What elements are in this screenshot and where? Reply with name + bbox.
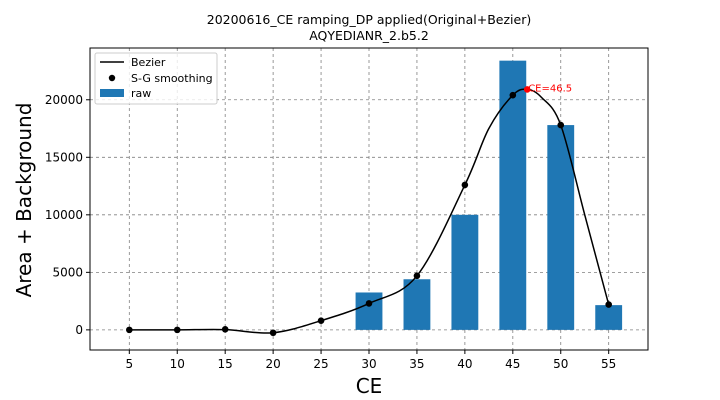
sg-point bbox=[461, 181, 469, 189]
bar bbox=[595, 305, 623, 330]
bar-series bbox=[355, 60, 623, 330]
peak-marker bbox=[523, 86, 531, 93]
y-tick-label: 10000 bbox=[45, 208, 83, 222]
sg-point bbox=[509, 91, 517, 99]
legend-label-raw: raw bbox=[131, 87, 151, 100]
x-tick-label: 50 bbox=[553, 357, 568, 371]
y-axis-label: Area + Background bbox=[12, 103, 36, 298]
x-tick-label: 55 bbox=[601, 357, 616, 371]
bar bbox=[403, 279, 431, 330]
x-tick-label: 5 bbox=[125, 357, 133, 371]
sg-point bbox=[221, 325, 229, 333]
y-axis-ticks: 0 5000 10000 15000 20000 bbox=[45, 93, 90, 337]
x-axis-label: CE bbox=[356, 374, 383, 398]
x-tick-label: 20 bbox=[265, 357, 280, 371]
sg-point bbox=[269, 329, 277, 337]
bar bbox=[355, 292, 383, 330]
legend-bar-swatch bbox=[100, 89, 124, 97]
legend-label-bezier: Bezier bbox=[131, 56, 166, 69]
y-tick-label: 5000 bbox=[52, 265, 83, 279]
legend-label-sg: S-G smoothing bbox=[131, 72, 213, 85]
bar bbox=[547, 125, 575, 330]
chart-title: 20200616_CE ramping_DP applied(Original+… bbox=[207, 12, 531, 27]
sg-point bbox=[605, 301, 612, 308]
sg-point bbox=[365, 300, 373, 307]
x-tick-label: 30 bbox=[361, 357, 376, 371]
x-tick-label: 40 bbox=[457, 357, 472, 371]
x-tick-label: 10 bbox=[170, 357, 185, 371]
x-tick-label: 15 bbox=[218, 357, 233, 371]
y-tick-label: 15000 bbox=[45, 150, 83, 164]
x-axis-ticks: 5 10 15 20 25 30 35 40 45 50 55 bbox=[125, 350, 616, 371]
x-tick-label: 35 bbox=[409, 357, 424, 371]
legend-point-swatch bbox=[108, 74, 116, 82]
x-tick-label: 25 bbox=[313, 357, 328, 371]
sg-point bbox=[413, 272, 421, 280]
legend-box bbox=[94, 52, 218, 105]
sg-point bbox=[173, 326, 181, 334]
y-tick-label: 0 bbox=[75, 323, 83, 337]
chart-subtitle: AQYEDIANR_2.b5.2 bbox=[309, 28, 429, 43]
sg-point bbox=[126, 326, 133, 334]
legend: Bezier S-G smoothing raw bbox=[94, 52, 218, 105]
sg-points bbox=[126, 91, 612, 337]
sg-point bbox=[317, 317, 325, 324]
peak-annotation: CE=46.5 bbox=[528, 83, 572, 94]
sg-point bbox=[557, 121, 565, 129]
x-tick-label: 45 bbox=[505, 357, 520, 371]
bar bbox=[451, 214, 479, 330]
bar bbox=[499, 60, 527, 330]
y-tick-label: 20000 bbox=[45, 93, 83, 107]
annotations: CE=46.5 bbox=[523, 83, 572, 94]
